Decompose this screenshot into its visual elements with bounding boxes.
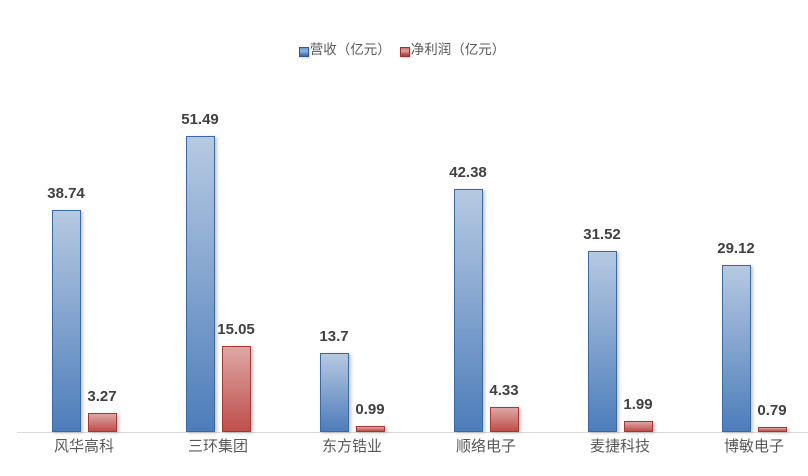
net-profit-value-label-3: 0.99: [355, 401, 385, 419]
category-label-1: 风华高科: [53, 438, 115, 455]
revenue-value-label-3: 13.7: [319, 328, 349, 346]
net-profit-bar-5[interactable]: [623, 420, 653, 432]
category-label-4: 顺络电子: [455, 438, 517, 455]
net-profit-value-label-6: 0.79: [757, 402, 787, 420]
legend-marker-icon: [298, 46, 309, 57]
category-label-2: 三环集团: [187, 438, 249, 455]
legend-item-net-profit[interactable]: 净利润（亿元）: [399, 41, 506, 58]
net-profit-bar-2[interactable]: [221, 345, 251, 432]
revenue-bar-1[interactable]: [51, 209, 81, 432]
revenue-value-label-1: 38.74: [47, 184, 85, 202]
revenue-value-label-4: 42.38: [449, 163, 487, 181]
net-profit-bar-6[interactable]: [757, 427, 787, 432]
net-profit-value-label-1: 3.27: [87, 388, 117, 406]
revenue-bar-4[interactable]: [453, 188, 483, 432]
x-axis-line: [17, 432, 808, 433]
revenue-bar-3[interactable]: [319, 353, 349, 432]
revenue-value-label-5: 31.52: [583, 226, 621, 244]
net-profit-bar-4[interactable]: [489, 407, 519, 432]
net-profit-value-label-5: 1.99: [623, 395, 653, 413]
net-profit-bar-3[interactable]: [355, 426, 385, 432]
net-profit-bar-1[interactable]: [87, 413, 117, 432]
chart-legend: 营收（亿元） 净利润（亿元）: [0, 41, 804, 58]
legend-label: 营收（亿元）: [309, 42, 391, 57]
revenue-value-label-2: 51.49: [181, 111, 219, 129]
category-label-5: 麦捷科技: [589, 438, 651, 455]
revenue-bar-2[interactable]: [185, 136, 215, 432]
category-label-3: 东方锆业: [321, 438, 383, 455]
net-profit-value-label-2: 15.05: [217, 320, 255, 338]
revenue-value-label-6: 29.12: [717, 239, 755, 257]
category-label-6: 博敏电子: [723, 438, 785, 455]
net-profit-value-label-4: 4.33: [489, 382, 519, 400]
revenue-bar-6[interactable]: [721, 264, 751, 432]
legend-item-revenue[interactable]: 营收（亿元）: [298, 41, 391, 58]
legend-marker-icon: [399, 46, 410, 57]
legend-label: 净利润（亿元）: [410, 42, 506, 57]
revenue-bar-5[interactable]: [587, 251, 617, 432]
